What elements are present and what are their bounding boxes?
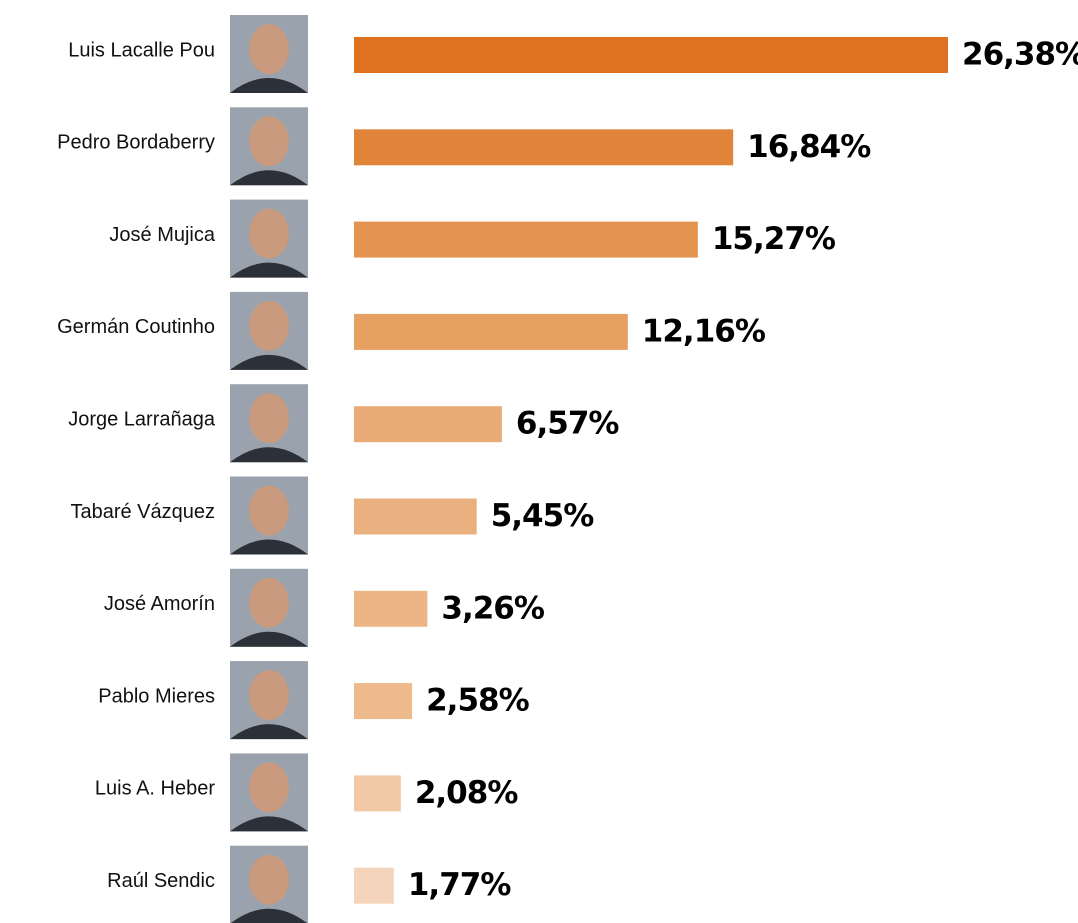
photo-shoulders xyxy=(230,170,308,186)
bar xyxy=(354,683,413,720)
value-label: 15,27% xyxy=(712,221,836,257)
photo-face xyxy=(249,300,289,351)
photo-face xyxy=(249,116,289,167)
value-label: 26,38% xyxy=(962,37,1078,73)
value-label: 1,77% xyxy=(408,867,511,903)
bar xyxy=(354,406,502,443)
bar xyxy=(354,498,477,535)
candidate-name: José Mujica xyxy=(109,224,215,246)
photo-shoulders xyxy=(230,354,308,370)
candidate-name: José Amorín xyxy=(104,593,215,615)
bar xyxy=(354,221,698,258)
candidate-name: Tabaré Vázquez xyxy=(70,501,215,523)
photo-face xyxy=(249,393,289,444)
photo xyxy=(230,291,308,370)
candidate-name: Pablo Mieres xyxy=(98,685,215,707)
candidate-name: Luis A. Heber xyxy=(95,778,215,800)
value-label: 5,45% xyxy=(491,498,594,534)
photo xyxy=(230,476,308,555)
photo xyxy=(230,199,308,278)
photo-shoulders xyxy=(230,539,308,555)
photo xyxy=(230,384,308,463)
bar xyxy=(354,867,394,904)
bar xyxy=(354,129,734,166)
photo-face xyxy=(249,854,289,905)
bar xyxy=(354,313,628,350)
value-label: 6,57% xyxy=(516,406,619,442)
value-label: 2,58% xyxy=(426,683,529,719)
value-label: 12,16% xyxy=(642,313,766,349)
value-label: 16,84% xyxy=(747,129,871,165)
photo xyxy=(230,568,308,647)
photo-face xyxy=(249,24,289,74)
candidate-name: Jorge Larrañaga xyxy=(68,408,216,430)
photo-shoulders xyxy=(230,78,308,93)
photo xyxy=(230,753,308,832)
value-label: 2,08% xyxy=(415,775,518,811)
photo-shoulders xyxy=(230,631,308,647)
photo xyxy=(230,107,308,186)
photo xyxy=(230,661,308,740)
photo-shoulders xyxy=(231,908,307,923)
photo-face xyxy=(249,577,289,628)
candidate-name: Pedro Bordaberry xyxy=(57,132,215,154)
photo-face xyxy=(249,670,289,721)
photo xyxy=(230,845,308,923)
bar xyxy=(354,37,948,73)
value-label: 3,26% xyxy=(441,590,544,626)
photo xyxy=(230,15,308,93)
candidate-name: Luis Lacalle Pou xyxy=(68,39,215,61)
photo-face xyxy=(249,762,289,813)
photo-face xyxy=(249,485,289,536)
photo-shoulders xyxy=(230,724,308,740)
candidate-name: Germán Coutinho xyxy=(57,316,215,338)
photo-shoulders xyxy=(230,262,308,278)
candidate-name: Raúl Sendic xyxy=(107,870,215,892)
bar xyxy=(354,775,401,812)
bar xyxy=(354,590,428,627)
photo-face xyxy=(249,208,289,259)
photo-shoulders xyxy=(230,816,308,832)
photo-shoulders xyxy=(230,447,308,463)
